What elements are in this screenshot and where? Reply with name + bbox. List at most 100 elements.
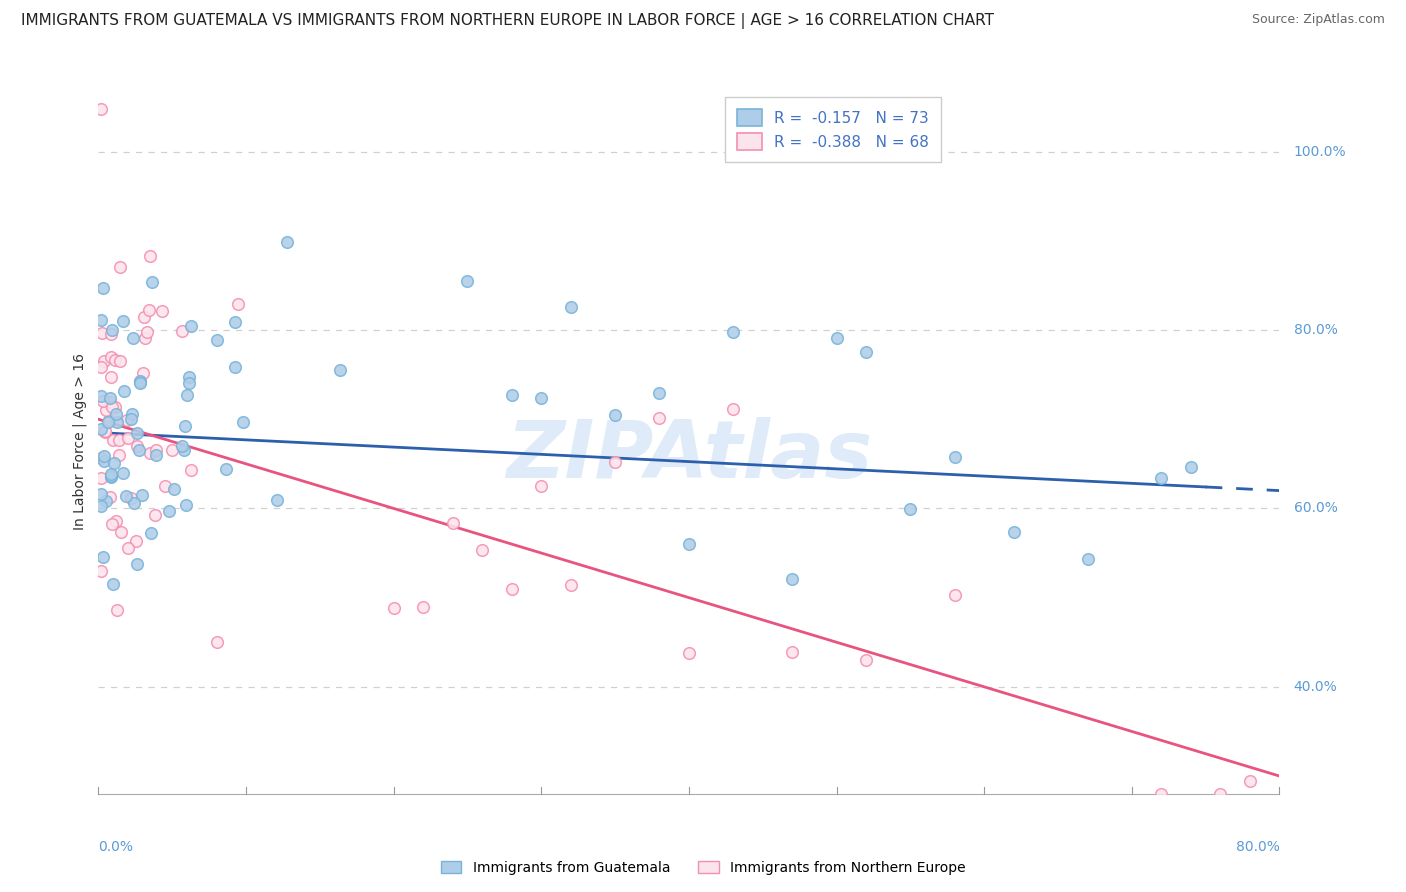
- Point: [94, 425, 117, 439]
- Point: [1002, 525, 1025, 540]
- Point: [108, 354, 131, 368]
- Point: [782, 645, 804, 659]
- Point: [138, 303, 160, 318]
- Point: [224, 315, 246, 329]
- Point: [170, 324, 193, 338]
- Point: [90, 313, 112, 327]
- Point: [900, 502, 922, 516]
- Point: [105, 603, 128, 617]
- Point: [97, 413, 120, 427]
- Point: [93, 425, 115, 440]
- Point: [143, 508, 166, 522]
- Point: [105, 415, 128, 429]
- Point: [125, 425, 148, 440]
- Point: [108, 260, 131, 274]
- Text: 80.0%: 80.0%: [1236, 839, 1279, 854]
- Point: [90, 360, 112, 375]
- Point: [224, 359, 246, 374]
- Point: [100, 469, 122, 483]
- Point: [90, 102, 112, 116]
- Point: [105, 407, 128, 421]
- Point: [114, 489, 136, 503]
- Point: [177, 370, 200, 384]
- Point: [134, 331, 156, 345]
- Point: [141, 275, 163, 289]
- Point: [170, 439, 193, 453]
- Point: [139, 446, 162, 460]
- Text: 40.0%: 40.0%: [1294, 680, 1337, 694]
- Point: [441, 516, 464, 530]
- Point: [93, 453, 115, 467]
- Point: [103, 456, 125, 470]
- Point: [157, 504, 180, 518]
- Point: [100, 469, 122, 483]
- Legend: Immigrants from Guatemala, Immigrants from Northern Europe: Immigrants from Guatemala, Immigrants fr…: [434, 855, 972, 880]
- Point: [150, 303, 173, 318]
- Text: IMMIGRANTS FROM GUATEMALA VS IMMIGRANTS FROM NORTHERN EUROPE IN LABOR FORCE | AG: IMMIGRANTS FROM GUATEMALA VS IMMIGRANTS …: [21, 13, 994, 29]
- Point: [97, 415, 120, 429]
- Point: [162, 443, 183, 458]
- Point: [101, 401, 124, 415]
- Point: [135, 325, 157, 339]
- Point: [100, 467, 122, 481]
- Point: [501, 582, 523, 596]
- Point: [176, 387, 198, 401]
- Point: [122, 331, 145, 345]
- Point: [98, 391, 121, 405]
- Point: [276, 235, 298, 249]
- Text: Source: ZipAtlas.com: Source: ZipAtlas.com: [1251, 13, 1385, 27]
- Point: [91, 394, 114, 409]
- Point: [132, 366, 155, 380]
- Point: [100, 370, 122, 384]
- Text: 80.0%: 80.0%: [1294, 323, 1337, 337]
- Point: [120, 491, 142, 505]
- Point: [108, 448, 131, 462]
- Point: [530, 479, 553, 493]
- Point: [678, 646, 700, 660]
- Point: [605, 455, 627, 469]
- Point: [101, 516, 124, 531]
- Point: [98, 490, 121, 504]
- Point: [121, 407, 143, 421]
- Point: [174, 499, 197, 513]
- Point: [125, 534, 148, 549]
- Point: [145, 448, 167, 462]
- Point: [605, 408, 627, 422]
- Point: [382, 600, 405, 615]
- Point: [560, 300, 582, 314]
- Point: [105, 514, 128, 528]
- Text: 0.0%: 0.0%: [98, 839, 134, 854]
- Point: [100, 350, 122, 364]
- Point: [943, 450, 966, 465]
- Point: [648, 411, 671, 425]
- Point: [1209, 787, 1232, 801]
- Text: ZIPAtlas: ZIPAtlas: [506, 417, 872, 495]
- Point: [104, 353, 127, 368]
- Point: [530, 391, 553, 405]
- Point: [180, 318, 202, 333]
- Point: [174, 419, 197, 434]
- Point: [855, 653, 877, 667]
- Point: [93, 281, 115, 295]
- Point: [90, 450, 112, 465]
- Point: [855, 344, 877, 359]
- Point: [226, 296, 249, 310]
- Point: [412, 599, 434, 614]
- Point: [107, 433, 129, 447]
- Point: [678, 537, 700, 551]
- Point: [173, 442, 195, 457]
- Point: [782, 573, 804, 587]
- Point: [723, 401, 745, 416]
- Text: 100.0%: 100.0%: [1294, 145, 1347, 159]
- Y-axis label: In Labor Force | Age > 16: In Labor Force | Age > 16: [73, 353, 87, 530]
- Point: [1150, 471, 1173, 485]
- Point: [120, 411, 142, 425]
- Point: [141, 525, 163, 540]
- Point: [155, 479, 177, 493]
- Point: [266, 493, 288, 508]
- Point: [101, 433, 124, 447]
- Point: [215, 462, 238, 476]
- Point: [501, 388, 523, 402]
- Point: [648, 386, 671, 401]
- Point: [117, 541, 139, 555]
